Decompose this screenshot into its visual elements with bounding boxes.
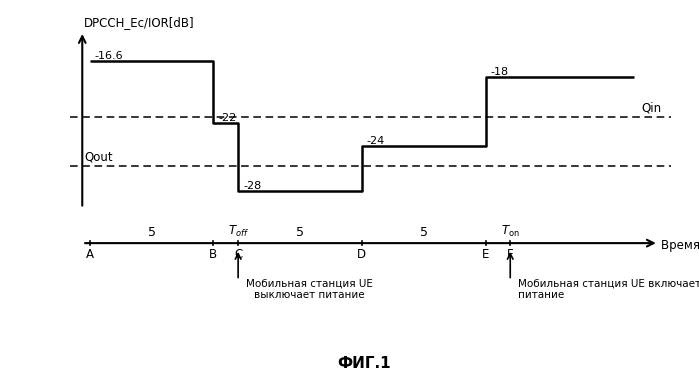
Text: -18: -18: [491, 67, 509, 77]
Text: -16.6: -16.6: [94, 51, 123, 61]
Text: -24: -24: [367, 135, 385, 145]
Text: D: D: [357, 248, 366, 261]
Text: $T_{\text{оn}}$: $T_{\text{оn}}$: [501, 224, 519, 239]
Text: F: F: [507, 248, 514, 261]
Text: A: A: [86, 248, 94, 261]
Text: -28: -28: [243, 181, 261, 191]
Text: -22: -22: [218, 113, 236, 123]
Text: 5: 5: [419, 226, 428, 239]
Text: $T_{off}$: $T_{off}$: [228, 224, 249, 239]
Text: Qout: Qout: [85, 151, 113, 164]
Text: C: C: [234, 248, 243, 261]
Text: ФИГ.1: ФИГ.1: [338, 356, 391, 371]
Text: DPCCH_Ec/IOR[dB]: DPCCH_Ec/IOR[dB]: [83, 16, 194, 29]
Text: 5: 5: [147, 226, 156, 239]
Text: Qin: Qin: [642, 102, 661, 115]
Text: B: B: [209, 248, 217, 261]
Text: 5: 5: [296, 226, 304, 239]
Text: Мобильная станция UE включает
питание: Мобильная станция UE включает питание: [518, 278, 699, 300]
Text: Время (с): Время (с): [661, 239, 699, 252]
Text: Мобильная станция UE
выключает питание: Мобильная станция UE выключает питание: [245, 278, 373, 300]
Text: E: E: [482, 248, 489, 261]
